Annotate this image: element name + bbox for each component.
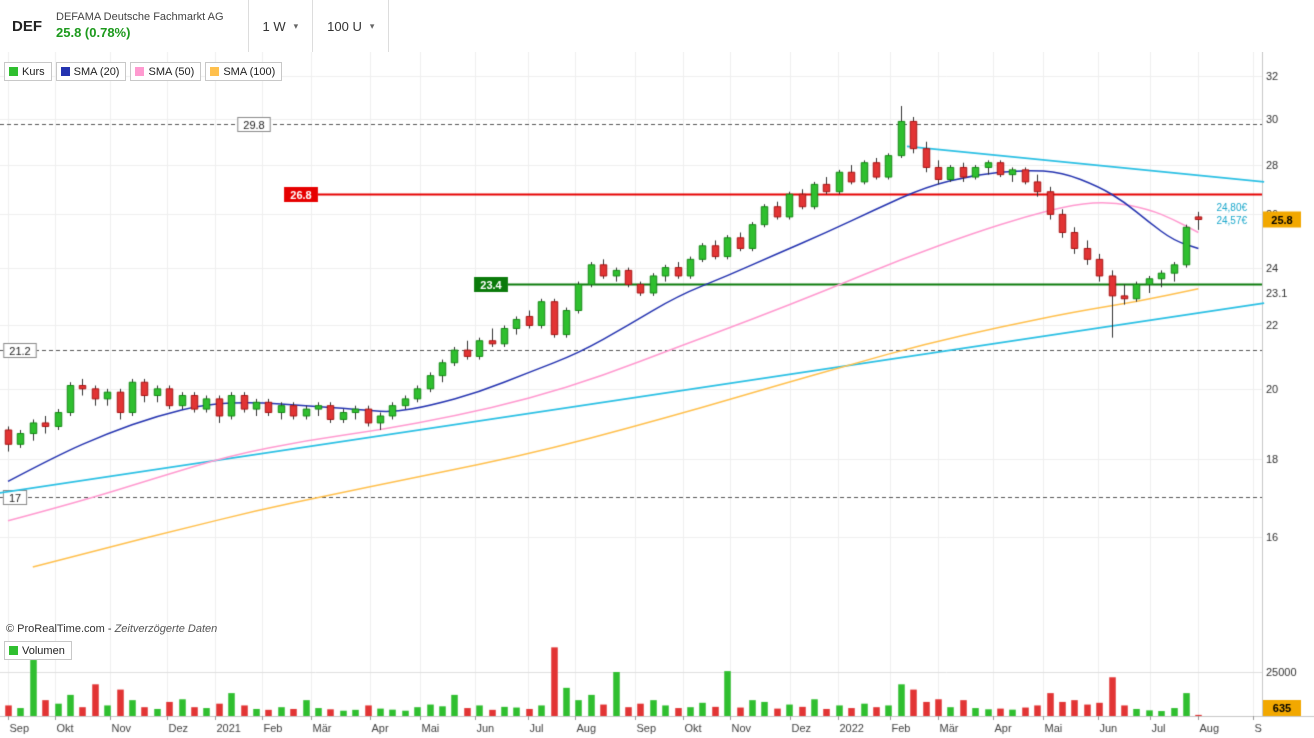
delayed-data-note: Zeitverzögerte Daten: [114, 623, 218, 635]
sma50-swatch-icon: [135, 67, 145, 76]
legend-item-kurs[interactable]: Kurs: [4, 62, 52, 81]
header: DEF DEFAMA Deutsche Fachmarkt AG 25.8 (0…: [0, 0, 1314, 53]
copyright: © ProRealTime.com - Zeitverzögerte Daten: [6, 623, 218, 635]
legend-label: Kurs: [22, 65, 45, 78]
units-dropdown[interactable]: 100 U ▾: [313, 0, 388, 52]
instrument-title: DEFAMA Deutsche Fachmarkt AG: [56, 11, 224, 23]
legend-item-sma20[interactable]: SMA (20): [55, 62, 127, 81]
sma20-swatch-icon: [60, 67, 70, 76]
legend-item-sma100[interactable]: SMA (100): [205, 62, 283, 81]
divider: [247, 0, 249, 52]
units-value: 100 U: [327, 18, 362, 34]
legend-label: SMA (20): [73, 65, 120, 78]
divider: [388, 0, 390, 52]
ticker-symbol: DEF: [12, 17, 42, 35]
legend-label: SMA (100): [223, 65, 276, 78]
chevron-down-icon: ▾: [293, 20, 299, 31]
price-chart-canvas[interactable]: [0, 52, 1314, 738]
chart-area: Kurs SMA (20) SMA (50) SMA (100) © ProRe…: [0, 52, 1314, 738]
legend-label: SMA (50): [148, 65, 195, 78]
timeframe-dropdown[interactable]: 1 W ▾: [249, 0, 313, 52]
volume-swatch-icon: [9, 646, 18, 655]
divider: [312, 0, 314, 52]
legend-item-sma50[interactable]: SMA (50): [130, 62, 202, 81]
chevron-down-icon: ▾: [369, 20, 375, 31]
timeframe-value: 1 W: [262, 18, 286, 34]
sma100-swatch-icon: [210, 67, 220, 76]
last-price-change: 25.8 (0.78%): [56, 24, 131, 40]
instrument-block: DEF DEFAMA Deutsche Fachmarkt AG 25.8 (0…: [0, 0, 248, 52]
legend-label: Volumen: [22, 644, 65, 657]
copyright-text: © ProRealTime.com: [6, 623, 105, 635]
kurs-swatch-icon: [9, 67, 18, 76]
volume-legend[interactable]: Volumen: [4, 641, 72, 660]
chart-legend: Kurs SMA (20) SMA (50) SMA (100): [4, 62, 283, 81]
